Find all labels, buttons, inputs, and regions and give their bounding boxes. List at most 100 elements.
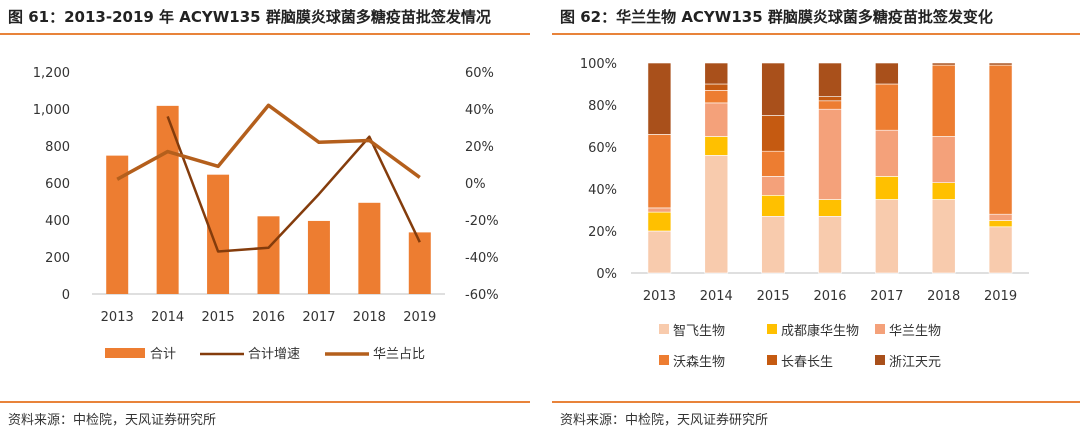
stacked-bar-segment [818, 108, 842, 200]
stacked-bar-segment [704, 90, 729, 104]
source-divider [552, 401, 1080, 403]
stacked-bar-segment [761, 195, 785, 217]
stacked-bar-segment [875, 83, 899, 131]
stacked-bar-segment [704, 136, 729, 156]
stacked-bar-segment [704, 83, 729, 91]
y-right-tick-label: -40% [465, 251, 499, 266]
x-tick-label: 2018 [353, 310, 386, 325]
stacked-bar-segment [875, 176, 899, 200]
x-tick-label: 2013 [101, 310, 134, 325]
y-right-tick-label: 60% [465, 66, 494, 81]
x-tick-label: 2015 [757, 289, 790, 304]
stacked-bar-segment [875, 129, 899, 177]
y-left-tick-label: 400 [45, 214, 70, 229]
y-tick-label: 40% [588, 183, 617, 198]
legend-swatch [767, 324, 777, 334]
y-right-tick-label: -60% [465, 288, 499, 303]
x-tick-label: 2015 [202, 310, 235, 325]
stacked-bar-segment [931, 199, 956, 274]
legend-label: 合计增速 [248, 347, 300, 362]
legend-swatch [105, 348, 145, 358]
title-divider [0, 33, 530, 35]
legend-label: 浙江天元 [889, 355, 941, 370]
x-tick-label: 2019 [984, 289, 1017, 304]
stacked-bar-segment [761, 150, 785, 177]
y-tick-label: 80% [588, 99, 617, 114]
stacked-bar-segment [704, 102, 729, 137]
stacked-bar-segment [704, 62, 729, 85]
stacked-bar-segment [988, 64, 1013, 215]
y-tick-label: 0% [596, 267, 617, 282]
stacked-bar-segment [647, 211, 672, 232]
stacked-bar-chart: 0% 20% 40% 60% 80% 100% 2013 2014 2015 2016 2017 20… [580, 57, 1029, 370]
stacked-bar-segment [818, 100, 842, 110]
x-tick-label: 2017 [302, 310, 335, 325]
stacked-bar-segment [875, 62, 899, 85]
y-left-tick-label: 1,200 [33, 66, 70, 81]
bar [207, 174, 230, 294]
chart-panel-right: 图 62：华兰生物 ACYW135 群脑膜炎球菌多糖疫苗批签发变化 0% 20% 4… [552, 0, 1080, 434]
legend-label: 华兰占比 [373, 347, 425, 362]
stacked-bar-segment [818, 62, 842, 97]
bar [307, 220, 330, 294]
stacked-bar-segment [704, 155, 729, 274]
chart-panel-left: 图 61：2013-2019 年 ACYW135 群脑膜炎球菌多糖疫苗批签发情况… [0, 0, 530, 434]
x-tick-label: 2014 [151, 310, 184, 325]
stacked-bar-segment [761, 216, 785, 274]
x-tick-label: 2017 [870, 289, 903, 304]
legend-label: 沃森生物 [673, 355, 725, 370]
y-right-tick-label: 20% [465, 140, 494, 155]
stacked-bar-segment [818, 216, 842, 274]
combo-chart: 0 200 400 600 800 1,000 1,200 -60% -40% -20% 0% 20%… [33, 66, 499, 362]
y-left-tick-label: 1,000 [33, 103, 70, 118]
y-tick-label: 20% [588, 225, 617, 240]
stacked-bar-segment [761, 176, 785, 196]
y-tick-label: 100% [580, 57, 617, 72]
chart-title: 图 62：华兰生物 ACYW135 群脑膜炎球菌多糖疫苗批签发变化 [560, 8, 993, 26]
series-line [166, 115, 421, 253]
stacked-bar-segment [647, 230, 672, 274]
legend-swatch [875, 355, 885, 365]
stacked-bar-segment [988, 220, 1013, 228]
stacked-bar-segment [988, 62, 1013, 66]
x-tick-label: 2013 [643, 289, 676, 304]
bar [106, 155, 129, 294]
y-left-tick-label: 600 [45, 177, 70, 192]
legend-label: 合计 [150, 347, 176, 362]
stacked-bar-segment [875, 199, 899, 274]
legend-label: 成都康华生物 [781, 323, 859, 339]
y-right-tick-label: 40% [465, 103, 494, 118]
stacked-bar-segment [988, 226, 1013, 274]
legend-swatch [875, 324, 885, 334]
legend-swatch [659, 324, 669, 334]
stacked-bar-segment [931, 182, 956, 200]
legend-label: 华兰生物 [889, 324, 941, 339]
y-left-tick-label: 0 [62, 288, 70, 303]
stacked-bar-segment [931, 62, 956, 66]
stacked-bar-segment [931, 136, 956, 184]
legend-label: 长春长生 [781, 355, 833, 370]
stacked-bar-segment [818, 96, 842, 102]
bar [358, 202, 381, 294]
x-tick-label: 2019 [403, 310, 436, 325]
stacked-bar-segment [761, 62, 785, 116]
x-tick-label: 2016 [252, 310, 285, 325]
bar [257, 216, 280, 294]
y-right-tick-label: 0% [465, 177, 486, 192]
stacked-bar-segment [988, 213, 1013, 221]
stacked-bar-segment [647, 207, 672, 213]
legend-swatch [767, 355, 777, 365]
x-tick-label: 2014 [700, 289, 733, 304]
chart-title: 图 61：2013-2019 年 ACYW135 群脑膜炎球菌多糖疫苗批签发情况 [8, 8, 491, 26]
source-note: 资料来源：中检院，天风证券研究所 [8, 413, 217, 428]
stacked-bar-segment [818, 199, 842, 217]
y-tick-label: 60% [588, 141, 617, 156]
bar [408, 232, 431, 294]
stacked-bar-segment [761, 115, 785, 152]
x-tick-label: 2018 [927, 289, 960, 304]
source-note: 资料来源：中检院，天风证券研究所 [560, 413, 769, 428]
title-divider [552, 33, 1080, 35]
series-line [116, 103, 421, 181]
legend-label: 智飞生物 [673, 324, 725, 339]
y-left-tick-label: 200 [45, 251, 70, 266]
